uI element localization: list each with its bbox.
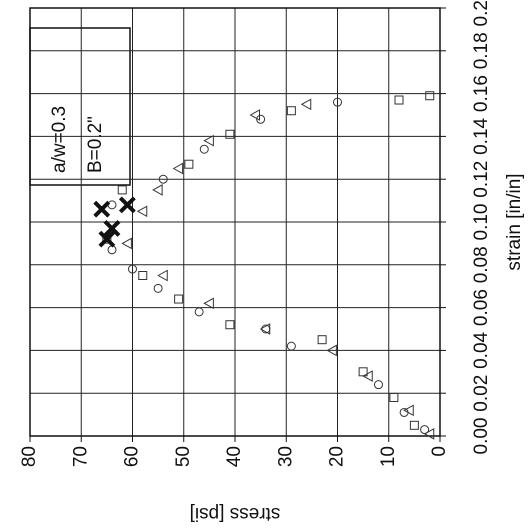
y-tick-label: 70 — [70, 446, 91, 467]
data-point — [121, 237, 132, 250]
x-tick-label: 0.04 — [471, 331, 492, 368]
data-point — [194, 307, 204, 317]
data-point — [157, 269, 168, 282]
data-point — [425, 91, 435, 101]
y-tick-label: 40 — [224, 446, 245, 467]
annotation: a/w=0.3 — [49, 106, 70, 173]
data-point — [203, 134, 214, 147]
x-tick-label: 0.20 — [471, 0, 492, 26]
data-point — [403, 404, 414, 417]
data-point — [300, 98, 312, 111]
y-axis-label: stress [psi] — [190, 503, 281, 524]
data-point — [128, 264, 137, 274]
x-tick-label: 0.16 — [471, 75, 492, 112]
data-point — [259, 323, 271, 335]
y-tick-label: 20 — [327, 446, 348, 467]
data-point — [117, 185, 127, 195]
data-point — [152, 184, 163, 196]
x-tick-label: 0.14 — [471, 117, 492, 154]
data-point — [409, 420, 419, 430]
annotation: B=0.2" — [85, 116, 106, 173]
data-point — [203, 297, 214, 310]
y-tick-label: 30 — [275, 446, 296, 467]
data-point — [256, 114, 266, 124]
data-point — [333, 97, 342, 107]
data-point — [249, 109, 260, 121]
y-tick-label: 0 — [429, 446, 450, 457]
y-tick-label: 50 — [173, 446, 194, 467]
data-point — [317, 335, 327, 345]
x-tick-label: 0.12 — [471, 161, 492, 198]
data-point — [138, 271, 148, 280]
data-point — [199, 144, 209, 154]
data-point — [225, 320, 235, 330]
data-point — [286, 341, 296, 351]
x-tick-label: 0.10 — [471, 204, 492, 241]
annotation-box — [29, 27, 131, 186]
data-point — [107, 200, 117, 210]
data-point — [225, 129, 235, 139]
x-tick-label: 0.00 — [471, 418, 492, 455]
plot-frame — [29, 7, 441, 437]
x-tick-label: 0.06 — [471, 289, 492, 326]
data-point — [286, 106, 296, 116]
data-point — [153, 283, 163, 293]
data-point — [399, 407, 409, 417]
x-tick-label: 0.18 — [471, 32, 492, 69]
data-point — [103, 220, 121, 237]
data-point — [389, 392, 399, 402]
rotated-chart: strain [in/in] stress [psi] a/w=0.3 B=0.… — [19, 0, 525, 524]
y-tick-label: 80 — [19, 446, 40, 467]
x-axis-label: strain [in/in] — [504, 173, 525, 270]
data-point — [184, 159, 194, 169]
data-point — [93, 200, 111, 218]
x-tick-label: 0.08 — [471, 246, 492, 283]
data-point — [172, 162, 184, 175]
x-tick-label: 0.02 — [471, 375, 492, 412]
data-point — [362, 370, 373, 382]
data-point — [98, 230, 116, 248]
data-point — [136, 205, 148, 218]
data-point — [423, 428, 435, 440]
y-tick-label: 60 — [122, 446, 143, 467]
data-point — [174, 294, 184, 304]
data-point — [374, 380, 383, 390]
data-point — [394, 95, 404, 105]
data-point — [118, 196, 136, 214]
y-tick-label: 10 — [378, 446, 399, 467]
data-point — [326, 344, 337, 357]
data-point — [158, 174, 168, 184]
